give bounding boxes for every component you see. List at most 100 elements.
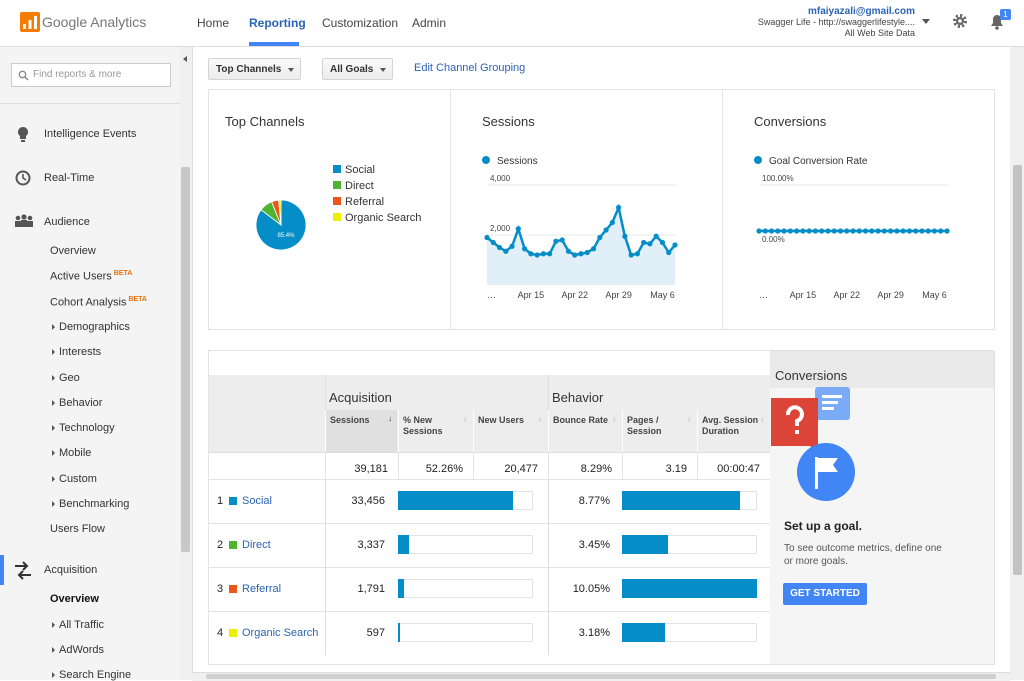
menu-item[interactable]: All Traffic <box>59 618 105 631</box>
goal-heading: Set up a goal. <box>784 519 863 533</box>
legend-label: Direct <box>345 180 374 192</box>
account-view[interactable]: All Web Site Data <box>844 28 915 38</box>
column-header[interactable]: % New Sessions <box>403 415 443 436</box>
sort-arrow: ↓ <box>538 414 542 423</box>
account-property[interactable]: Swagger Life - http://swaggerlifestyle..… <box>757 17 915 27</box>
row-rank: 2 <box>217 539 224 551</box>
chart-title: Conversions <box>754 114 827 129</box>
sort-arrow: ↓ <box>687 414 691 423</box>
menu-section[interactable]: Audience <box>44 216 90 228</box>
menu-item[interactable]: Active Users BETA <box>50 270 133 283</box>
sessions-chart: Sessions Sessions 2,000 4,000 … Apr 15 Apr 22 A… <box>482 114 678 300</box>
notification-badge[interactable]: 1 <box>1000 9 1011 20</box>
column-header-bg[interactable] <box>398 410 472 452</box>
line-point <box>553 238 559 244</box>
channel-link[interactable]: Organic Search <box>242 627 319 639</box>
channel-link[interactable]: Social <box>242 495 272 507</box>
x-tick-label: … <box>487 290 496 300</box>
menu-item[interactable]: Benchmarking <box>59 498 130 510</box>
dimension-dropdown[interactable]: Top Channels <box>208 58 301 80</box>
search-placeholder: Find reports & more <box>33 69 122 80</box>
menu-item[interactable]: Cohort Analysis BETA <box>50 295 147 309</box>
menu-section[interactable]: Intelligence Events <box>44 128 137 140</box>
line-point <box>509 243 515 249</box>
line-point <box>844 228 850 234</box>
legend-swatch <box>333 165 341 173</box>
logo-icon <box>20 12 40 32</box>
column-header-bg[interactable] <box>473 410 547 452</box>
nav-item[interactable]: Customization <box>322 16 399 30</box>
line-point <box>496 244 503 251</box>
pie-slice <box>255 199 307 251</box>
line-point <box>572 252 578 258</box>
menu-item[interactable]: Search Engine <box>59 669 132 681</box>
column-header[interactable]: Sessions <box>330 415 370 425</box>
menu-item[interactable]: AdWords <box>59 643 105 656</box>
column-header-bg[interactable] <box>548 410 621 452</box>
column-header[interactable]: Bounce Rate <box>553 415 609 425</box>
column-header-bg[interactable] <box>622 410 696 452</box>
goal-label: All Goals <box>330 64 374 75</box>
x-tick-label: … <box>759 290 768 300</box>
menu-item[interactable]: Demographics <box>59 320 130 333</box>
menu-section[interactable]: Real-Time <box>44 172 95 184</box>
line-point <box>768 228 775 234</box>
menu-item[interactable]: Interests <box>59 346 102 359</box>
menu-item[interactable]: Mobile <box>59 447 92 460</box>
nav-item[interactable]: Home <box>197 16 230 30</box>
menu-item[interactable]: Geo <box>59 371 80 384</box>
page-scrollbar <box>1010 47 1024 680</box>
line-point <box>800 228 806 234</box>
logo-text: Google Analytics <box>42 14 147 30</box>
get-started-button[interactable]: GET STARTED <box>783 583 867 605</box>
channel-link[interactable]: Referral <box>242 583 282 595</box>
column-header[interactable]: Avg. Session Duration <box>702 415 759 436</box>
settings-icon[interactable] <box>952 13 968 29</box>
sort-arrow: ↓ <box>388 414 392 423</box>
menu-item[interactable]: Behavior <box>59 396 103 409</box>
x-tick-label: Apr 22 <box>561 290 588 300</box>
channel-link[interactable]: Direct <box>242 539 271 551</box>
channel-swatch <box>229 497 237 505</box>
sessions-value: 1,791 <box>357 583 385 595</box>
bounce-value: 8.77% <box>578 495 610 507</box>
column-header[interactable]: New Users <box>478 415 525 425</box>
search-icon <box>18 70 29 81</box>
line-point <box>850 228 856 234</box>
menu-item[interactable]: Users Flow <box>50 523 106 536</box>
sort-arrow: ↓ <box>463 414 467 423</box>
cell-divider <box>398 452 399 479</box>
column-header-bg[interactable] <box>697 410 769 452</box>
search-box[interactable]: Find reports & more <box>11 63 171 87</box>
nav-item[interactable]: Admin <box>412 16 447 30</box>
nav-item[interactable]: Reporting <box>249 16 306 30</box>
line-point <box>540 251 546 257</box>
line-point <box>672 242 678 248</box>
menu-item[interactable]: Overview <box>50 245 96 257</box>
edit-grouping-link[interactable]: Edit Channel Grouping <box>414 62 526 74</box>
menu-section[interactable]: Acquisition <box>44 564 98 577</box>
account-email[interactable]: mfaiyazali@gmail.com <box>807 6 915 17</box>
row-line <box>209 523 770 524</box>
charts-panel <box>208 89 995 330</box>
line-point <box>484 234 490 241</box>
goal-text: To see outcome metrics, define one or mo… <box>784 543 942 567</box>
expand-arrow <box>52 621 55 628</box>
line-point <box>503 248 509 254</box>
account-caret[interactable] <box>922 19 930 24</box>
cell-divider <box>548 452 549 479</box>
sessions-value: 3,337 <box>357 539 385 551</box>
column-header[interactable]: Pages / Session <box>627 415 662 436</box>
legend-dot <box>482 156 490 164</box>
menu-item[interactable]: Overview <box>50 593 99 606</box>
column-header-bg[interactable] <box>325 410 397 452</box>
line-point <box>900 228 906 234</box>
cell-divider <box>325 452 326 479</box>
goal-dropdown[interactable]: All Goals <box>322 58 393 80</box>
line-point <box>944 228 950 234</box>
expand-arrow <box>52 399 55 406</box>
sort-arrow: ↓ <box>612 414 616 423</box>
x-tick-label: Apr 15 <box>790 290 817 300</box>
menu-item[interactable]: Custom <box>59 472 97 485</box>
menu-item[interactable]: Technology <box>59 422 115 435</box>
